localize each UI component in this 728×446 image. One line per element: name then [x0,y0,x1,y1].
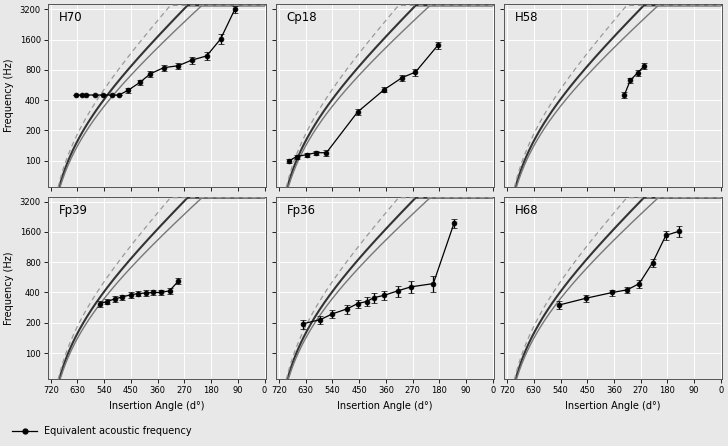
X-axis label: Insertion Angle (d°): Insertion Angle (d°) [109,401,205,411]
X-axis label: Insertion Angle (d°): Insertion Angle (d°) [337,401,433,411]
Text: Cp18: Cp18 [287,12,317,25]
Text: Fp39: Fp39 [59,204,87,217]
Text: H70: H70 [59,12,82,25]
Y-axis label: Frequency (Hz): Frequency (Hz) [4,59,14,132]
Text: H68: H68 [515,204,539,217]
Y-axis label: Frequency (Hz): Frequency (Hz) [4,251,14,325]
Text: H58: H58 [515,12,539,25]
X-axis label: Insertion Angle (d°): Insertion Angle (d°) [566,401,661,411]
Text: Fp36: Fp36 [287,204,316,217]
Legend: Equivalent acoustic frequency: Equivalent acoustic frequency [9,422,196,440]
